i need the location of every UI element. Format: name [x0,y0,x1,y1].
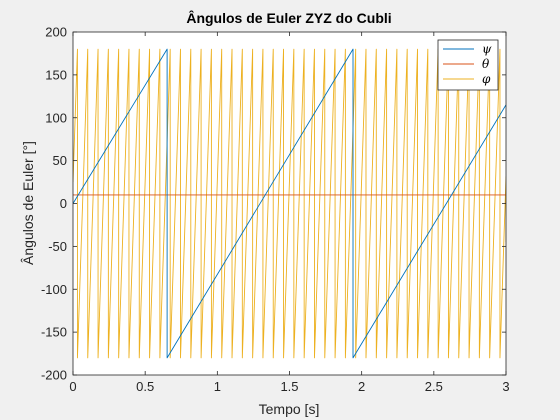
legend-label-0: ψ [482,42,492,56]
y-tick-label: -200 [41,368,67,383]
x-tick-label: 2.5 [425,379,443,394]
y-tick-label: 100 [45,110,67,125]
x-tick-label: 1 [214,379,221,394]
x-axis-label: Tempo [s] [259,401,320,417]
y-tick-label: -50 [48,239,67,254]
chart-title: Ângulos de Euler ZYZ do Cubli [186,9,391,26]
y-axis-label: Ângulos de Euler [°] [20,141,36,265]
x-tick-label: 0.5 [136,379,154,394]
legend-box [437,39,499,91]
legend-label-2: φ [482,72,491,86]
ticks-layer: 0 0.5 1 1.5 2 2.5 3 -200 -150 -100 -50 0 50 100 150 200 [41,25,510,395]
y-tick-label: 150 [45,67,67,82]
y-tick-label: 0 [60,196,67,211]
series-layer [73,48,506,359]
legend: ψθφ [437,39,499,91]
legend-label-1: θ [482,57,490,71]
plot-area [73,32,506,375]
x-tick-label: 3 [502,379,509,394]
y-tick-label: -150 [41,325,67,340]
x-tick-label: 0 [69,379,76,394]
x-tick-label: 2 [358,379,365,394]
series-line-2 [73,48,506,359]
series-line-0 [73,48,506,359]
y-tick-label: 200 [45,25,67,40]
y-tick-label: -100 [41,282,67,297]
y-tick-label: 50 [53,153,67,168]
x-tick-label: 1.5 [280,379,298,394]
